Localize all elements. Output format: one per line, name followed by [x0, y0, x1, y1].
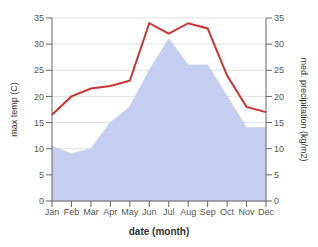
svg-text:25: 25 — [274, 65, 284, 75]
svg-text:med. precipitation (kg/m2): med. precipitation (kg/m2) — [299, 57, 309, 161]
svg-text:date (month): date (month) — [129, 226, 190, 237]
svg-text:Oct: Oct — [220, 207, 235, 217]
svg-text:Mar: Mar — [83, 207, 99, 217]
svg-text:25: 25 — [34, 65, 44, 75]
svg-text:0: 0 — [274, 196, 279, 206]
svg-text:Aug: Aug — [180, 207, 196, 217]
svg-text:max temp (C): max temp (C) — [9, 82, 19, 137]
svg-text:Apr: Apr — [103, 207, 117, 217]
svg-text:0: 0 — [39, 196, 44, 206]
svg-text:35: 35 — [274, 13, 284, 23]
svg-text:15: 15 — [34, 118, 44, 128]
svg-text:35: 35 — [34, 13, 44, 23]
svg-text:Feb: Feb — [64, 207, 80, 217]
svg-text:20: 20 — [274, 92, 284, 102]
svg-text:30: 30 — [274, 39, 284, 49]
svg-text:May: May — [121, 207, 139, 217]
svg-text:20: 20 — [34, 92, 44, 102]
svg-text:15: 15 — [274, 118, 284, 128]
svg-text:Jun: Jun — [142, 207, 157, 217]
svg-text:5: 5 — [274, 170, 279, 180]
svg-text:10: 10 — [274, 144, 284, 154]
svg-text:Sep: Sep — [200, 207, 216, 217]
svg-text:Jan: Jan — [45, 207, 60, 217]
svg-text:30: 30 — [34, 39, 44, 49]
svg-text:5: 5 — [39, 170, 44, 180]
svg-text:Jul: Jul — [163, 207, 175, 217]
svg-text:Nov: Nov — [239, 207, 256, 217]
svg-text:Dec: Dec — [258, 207, 275, 217]
svg-text:10: 10 — [34, 144, 44, 154]
